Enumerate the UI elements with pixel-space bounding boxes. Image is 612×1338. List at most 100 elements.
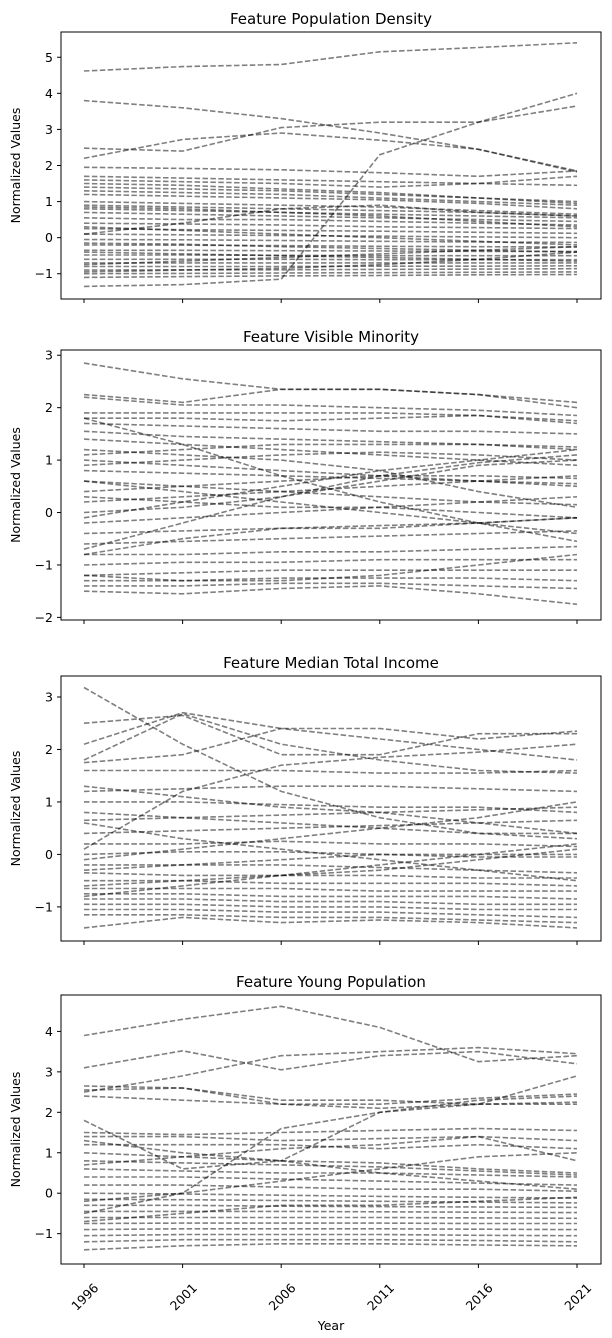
series-line: [83, 822, 578, 882]
series-line: [83, 132, 578, 172]
series-line: [83, 1095, 578, 1215]
series-line: [83, 448, 578, 509]
series-line: [83, 712, 578, 774]
series-line: [83, 175, 578, 187]
series-line: [83, 244, 578, 248]
series-line: [83, 517, 578, 556]
x-tick-label: 2021: [561, 1280, 594, 1313]
series-line: [83, 271, 578, 275]
series-line: [83, 206, 578, 228]
chart-title: Feature Visible Minority: [243, 328, 419, 346]
y-tick-label: 3: [45, 689, 53, 704]
series-line: [83, 686, 578, 840]
series-line: [84, 1204, 578, 1209]
series-line: [83, 1075, 578, 1170]
series-line: [83, 585, 578, 606]
series-line: [83, 558, 577, 566]
series-line: [84, 582, 578, 590]
series-line: [84, 414, 578, 422]
series-line: [83, 1243, 578, 1251]
series-line: [83, 785, 578, 835]
series-line: [84, 887, 577, 892]
series-line: [84, 545, 578, 556]
series-line: [83, 222, 578, 230]
series-line: [83, 1087, 578, 1110]
y-tick-label: 3: [45, 1064, 53, 1079]
series-line: [83, 872, 577, 879]
chart-panel: −1 0 1 2 3 4 Feature Young Population Normalize…: [8, 973, 602, 1333]
series-line: [83, 1228, 578, 1231]
y-tick-label: 2: [45, 158, 53, 173]
series-line: [83, 1152, 578, 1174]
series-line: [83, 1139, 578, 1190]
series-line: [83, 1152, 578, 1203]
x-tick-label: 2011: [364, 1280, 397, 1313]
series-line: [83, 480, 578, 506]
y-axis-label: Normalized Values: [8, 1072, 23, 1188]
series-line: [84, 893, 578, 900]
series-line: [83, 211, 578, 223]
series-line: [83, 1196, 578, 1223]
y-tick-label: 1: [45, 453, 53, 468]
y-tick-label: 1: [45, 1145, 53, 1160]
series-line: [83, 217, 578, 226]
series-line: [83, 801, 578, 861]
series-line: [83, 843, 578, 898]
y-axis-label: Normalized Values: [8, 751, 23, 867]
series-line: [83, 714, 577, 756]
y-tick-label: −1: [35, 1226, 53, 1241]
series-line: [83, 1198, 578, 1204]
series-line: [84, 914, 578, 924]
series-line: [83, 166, 578, 178]
series-line: [83, 417, 578, 543]
series-line: [83, 190, 578, 206]
series-line: [83, 1238, 578, 1243]
series-line: [83, 851, 577, 858]
series-line: [83, 569, 577, 577]
series-line: [83, 186, 578, 205]
series-line: [83, 193, 578, 210]
y-tick-label: −1: [35, 899, 53, 914]
plot-frame: [60, 675, 602, 942]
y-tick-label: 3: [45, 122, 53, 137]
series-line: [83, 853, 577, 871]
x-tick-label: 1996: [68, 1280, 101, 1313]
series-line: [83, 819, 578, 835]
y-axis-label: Normalized Values: [8, 108, 23, 224]
chart-title: Feature Population Density: [230, 10, 432, 28]
series-line: [83, 1046, 578, 1093]
series-line: [83, 273, 578, 279]
series-line: [83, 469, 578, 485]
y-tick-label: 0: [45, 230, 53, 245]
series-line: [83, 396, 578, 417]
series-line: [84, 903, 577, 911]
x-tick-label: 2001: [167, 1280, 200, 1313]
y-tick-label: 4: [45, 1024, 53, 1039]
y-tick-label: 3: [45, 348, 53, 363]
series-line: [83, 1160, 578, 1176]
series-line: [83, 496, 578, 519]
series-line: [83, 42, 578, 72]
series-group: [83, 362, 578, 606]
plot-frame: [60, 349, 602, 621]
series-line: [83, 811, 577, 835]
series-line: [83, 1049, 578, 1071]
series-line: [83, 743, 578, 850]
series-line: [83, 1233, 578, 1237]
series-line: [83, 443, 578, 456]
chart-panel: −1 0 1 2 3 4 5 Feature Population Density Normal…: [8, 10, 602, 303]
series-line: [83, 175, 578, 188]
series-line: [83, 226, 578, 246]
series-line: [83, 806, 578, 822]
series-line: [83, 1093, 578, 1105]
series-line: [83, 362, 578, 404]
series-line: [83, 105, 578, 152]
y-tick-label: 2: [45, 400, 53, 415]
y-tick-label: −1: [35, 557, 53, 572]
y-axis-label: Normalized Values: [8, 427, 23, 543]
x-tick-label: 2006: [265, 1280, 298, 1313]
series-group: [83, 1005, 578, 1251]
series-line: [84, 801, 578, 814]
y-tick-label: 0: [45, 847, 53, 862]
plot-frame: [60, 994, 602, 1265]
